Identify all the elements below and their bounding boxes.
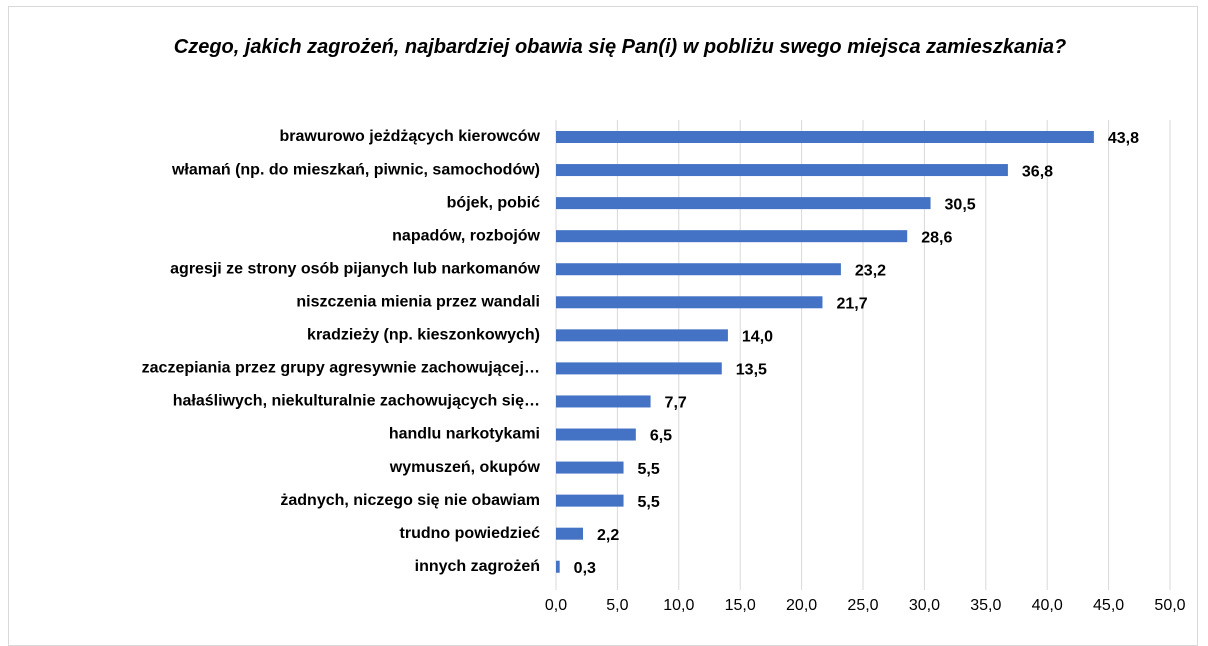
category-label: trudno powiedzieć [400, 525, 541, 542]
value-label: 13,5 [736, 362, 767, 379]
x-tick-label: 25,0 [847, 597, 878, 614]
value-label: 36,8 [1022, 163, 1053, 180]
x-tick-label: 20,0 [786, 597, 817, 614]
bar [556, 395, 651, 408]
x-tick-label: 30,0 [909, 597, 940, 614]
x-tick-label: 45,0 [1093, 597, 1124, 614]
bar [556, 329, 728, 342]
x-tick-label: 0,0 [545, 597, 567, 614]
category-label: kradzieży (np. kieszonkowych) [307, 327, 540, 344]
x-tick-label: 40,0 [1032, 597, 1063, 614]
x-tick-label: 10,0 [663, 597, 694, 614]
value-label: 5,5 [638, 494, 660, 511]
category-label: innych zagrożeń [415, 558, 540, 575]
value-label: 21,7 [836, 296, 867, 313]
value-label: 7,7 [665, 395, 687, 412]
category-label: niszczenia mienia przez wandali [296, 294, 540, 311]
bar [556, 362, 722, 375]
category-label: hałaśliwych, niekulturalnie zachowującyc… [173, 393, 540, 410]
bar [556, 428, 636, 441]
category-label: handlu narkotykami [389, 426, 540, 443]
value-label: 23,2 [855, 262, 886, 279]
bar [556, 461, 624, 474]
value-label: 28,6 [921, 229, 952, 246]
bar [556, 494, 624, 507]
category-label: brawurowo jeżdżących kierowców [279, 128, 540, 145]
bar [556, 164, 1008, 177]
bar [556, 296, 823, 309]
chart-title: Czego, jakich zagrożeń, najbardziej obaw… [173, 36, 1067, 58]
category-label: zaczepiania przez grupy agresywnie zacho… [142, 360, 540, 377]
bar [556, 263, 841, 276]
value-label: 14,0 [742, 329, 773, 346]
x-tick-label: 50,0 [1154, 597, 1185, 614]
x-tick-label: 15,0 [725, 597, 756, 614]
bar [556, 131, 1094, 143]
category-label: żadnych, niczego się nie obawiam [280, 492, 540, 509]
page: Czego, jakich zagrożeń, najbardziej obaw… [8, 6, 1198, 646]
value-label: 30,5 [945, 196, 976, 213]
bar [556, 230, 908, 243]
category-label: napadów, rozbojów [392, 227, 540, 244]
value-label: 5,5 [638, 461, 660, 478]
bar [556, 197, 931, 210]
chart: 0,0 5,0 10,0 15,0 20,0 25,0 30,0 35,0 40,0 45,0 50… [142, 120, 1186, 614]
category-label: wymuszeń, okupów [389, 459, 541, 476]
category-label: bójek, pobić [447, 194, 540, 211]
x-tick-label: 5,0 [606, 597, 628, 614]
bar [556, 527, 584, 540]
bar [556, 560, 560, 573]
value-label: 2,2 [597, 527, 619, 544]
x-tick-label: 35,0 [970, 597, 1001, 614]
value-label: 0,3 [574, 560, 596, 577]
value-label: 6,5 [650, 428, 672, 445]
category-label: włamań (np. do mieszkań, piwnic, samocho… [171, 161, 540, 178]
value-label: 43,8 [1108, 130, 1139, 147]
category-label: agresji ze strony osób pijanych lub nark… [170, 260, 540, 277]
